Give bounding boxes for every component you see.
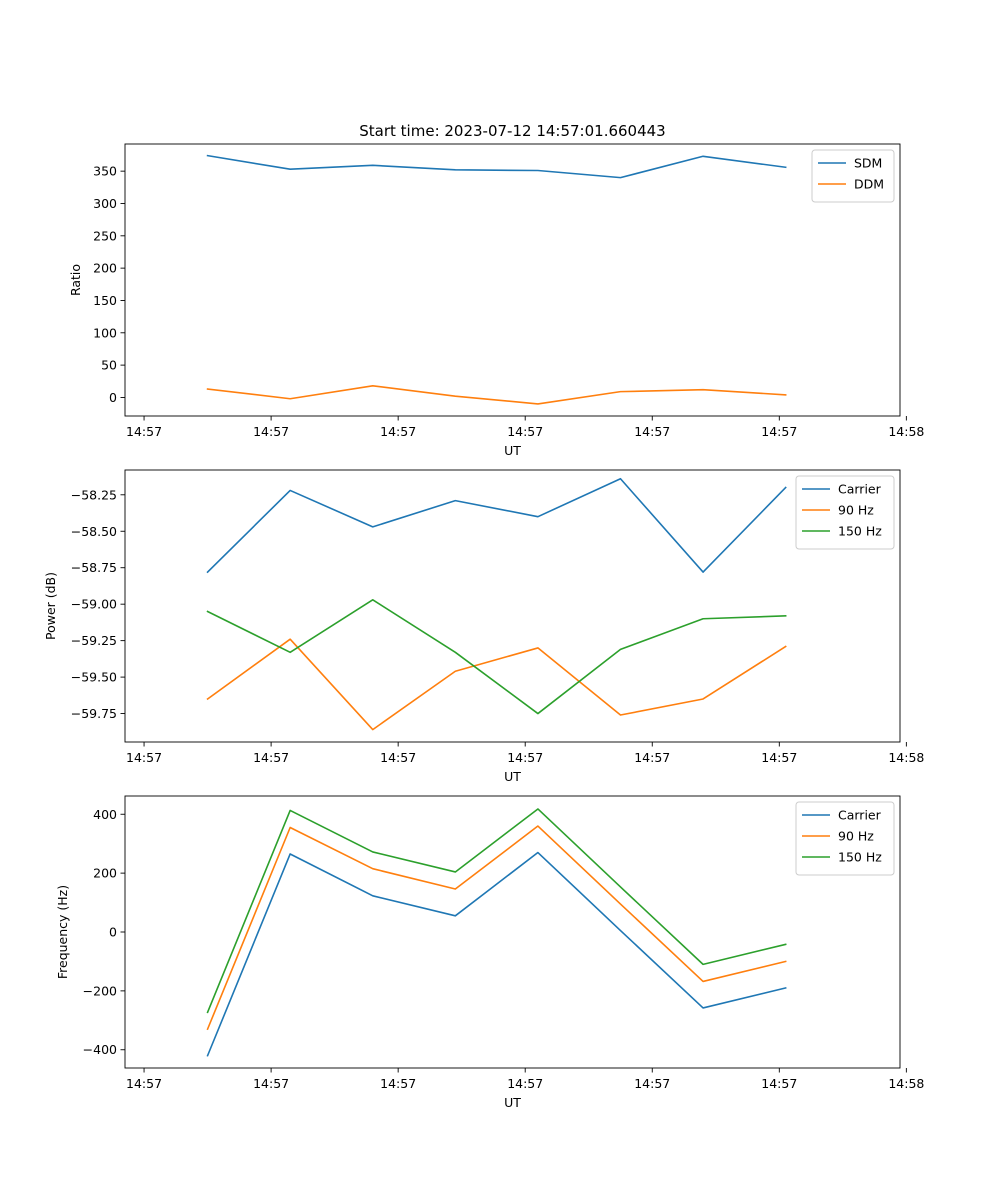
x-axis-label: UT — [504, 1095, 521, 1110]
y-tick-label: 100 — [93, 325, 117, 340]
legend: Carrier 90 Hz 150 Hz — [795, 475, 895, 550]
x-tick-label: 14:57 — [761, 750, 797, 765]
series-line-carrier — [206, 851, 787, 1057]
series-line-90-hz — [206, 825, 787, 1031]
x-axis-label: UT — [504, 443, 521, 458]
legend-label: Carrier — [838, 482, 882, 497]
y-tick-label: 0 — [109, 390, 117, 405]
y-tick-label: −58.50 — [71, 524, 117, 539]
series-line-carrier — [206, 477, 787, 574]
x-tick-label: 14:57 — [126, 1076, 162, 1091]
series-line-150-hz — [206, 598, 787, 715]
chart-panel-1: 14:57 14:57 14:57 14:57 14:57 14:57 14:58 0 50 10… — [68, 143, 924, 458]
y-tick-label: −400 — [83, 1042, 117, 1057]
panels: 14:57 14:57 14:57 14:57 14:57 14:57 14:58 0 50 10… — [43, 143, 924, 1110]
y-axis-label: Frequency (Hz) — [55, 885, 70, 979]
x-tick-label: 14:57 — [126, 750, 162, 765]
y-tick-label: 50 — [101, 358, 117, 373]
y-axis-label: Ratio — [68, 264, 83, 296]
legend-label: 90 Hz — [838, 503, 874, 518]
x-tick-label: 14:57 — [253, 424, 289, 439]
axes-frame — [124, 143, 901, 417]
x-axis-label: UT — [504, 769, 521, 784]
legend: SDM DDM — [811, 149, 895, 203]
x-tick-label: 14:57 — [380, 424, 416, 439]
legend-label: Carrier — [838, 808, 882, 823]
legend: Carrier 90 Hz 150 Hz — [795, 801, 895, 876]
y-tick-label: 0 — [109, 925, 117, 940]
legend-label: DDM — [854, 177, 884, 192]
x-tick-label: 14:57 — [634, 750, 670, 765]
chart-panel-3: 14:57 14:57 14:57 14:57 14:57 14:57 14:58 −400 −… — [55, 795, 924, 1110]
x-tick-label: 14:58 — [888, 750, 924, 765]
y-tick-label: 150 — [93, 293, 117, 308]
chart-panel-2: 14:57 14:57 14:57 14:57 14:57 14:57 14:58 −59.7… — [43, 469, 924, 784]
y-tick-label: −59.75 — [71, 706, 117, 721]
legend-label: 150 Hz — [838, 524, 882, 539]
x-tick-label: 14:57 — [634, 1076, 670, 1091]
x-tick-label: 14:57 — [761, 1076, 797, 1091]
y-tick-label: −58.75 — [71, 560, 117, 575]
y-tick-label: −59.00 — [71, 597, 117, 612]
figure-title: Start time: 2023-07-12 14:57:01.660443 — [359, 122, 665, 140]
y-tick-label: 400 — [93, 807, 117, 822]
x-tick-label: 14:57 — [253, 1076, 289, 1091]
y-tick-label: 200 — [93, 866, 117, 881]
y-tick-label: −59.50 — [71, 670, 117, 685]
y-axis-label: Power (dB) — [43, 572, 58, 640]
series-line-ddm — [206, 385, 787, 405]
y-tick-label: 350 — [93, 164, 117, 179]
series-line-150-hz — [206, 808, 787, 1014]
x-tick-label: 14:57 — [507, 750, 543, 765]
y-tick-label: −59.25 — [71, 633, 117, 648]
x-tick-label: 14:58 — [888, 1076, 924, 1091]
x-tick-label: 14:57 — [253, 750, 289, 765]
x-tick-label: 14:57 — [761, 424, 797, 439]
x-tick-label: 14:57 — [507, 1076, 543, 1091]
x-tick-label: 14:57 — [634, 424, 670, 439]
legend-label: 90 Hz — [838, 829, 874, 844]
x-tick-label: 14:57 — [507, 424, 543, 439]
x-tick-label: 14:57 — [380, 750, 416, 765]
y-tick-label: −58.25 — [71, 487, 117, 502]
legend-label: SDM — [854, 156, 882, 171]
legend-label: 150 Hz — [838, 850, 882, 865]
series-line-90-hz — [206, 638, 787, 731]
axes-frame — [124, 469, 901, 743]
y-tick-label: 250 — [93, 228, 117, 243]
y-tick-label: −200 — [83, 983, 117, 998]
y-tick-label: 300 — [93, 196, 117, 211]
x-tick-label: 14:57 — [126, 424, 162, 439]
x-tick-label: 14:57 — [380, 1076, 416, 1091]
y-tick-label: 200 — [93, 261, 117, 276]
series-line-sdm — [206, 154, 787, 179]
x-tick-label: 14:58 — [888, 424, 924, 439]
